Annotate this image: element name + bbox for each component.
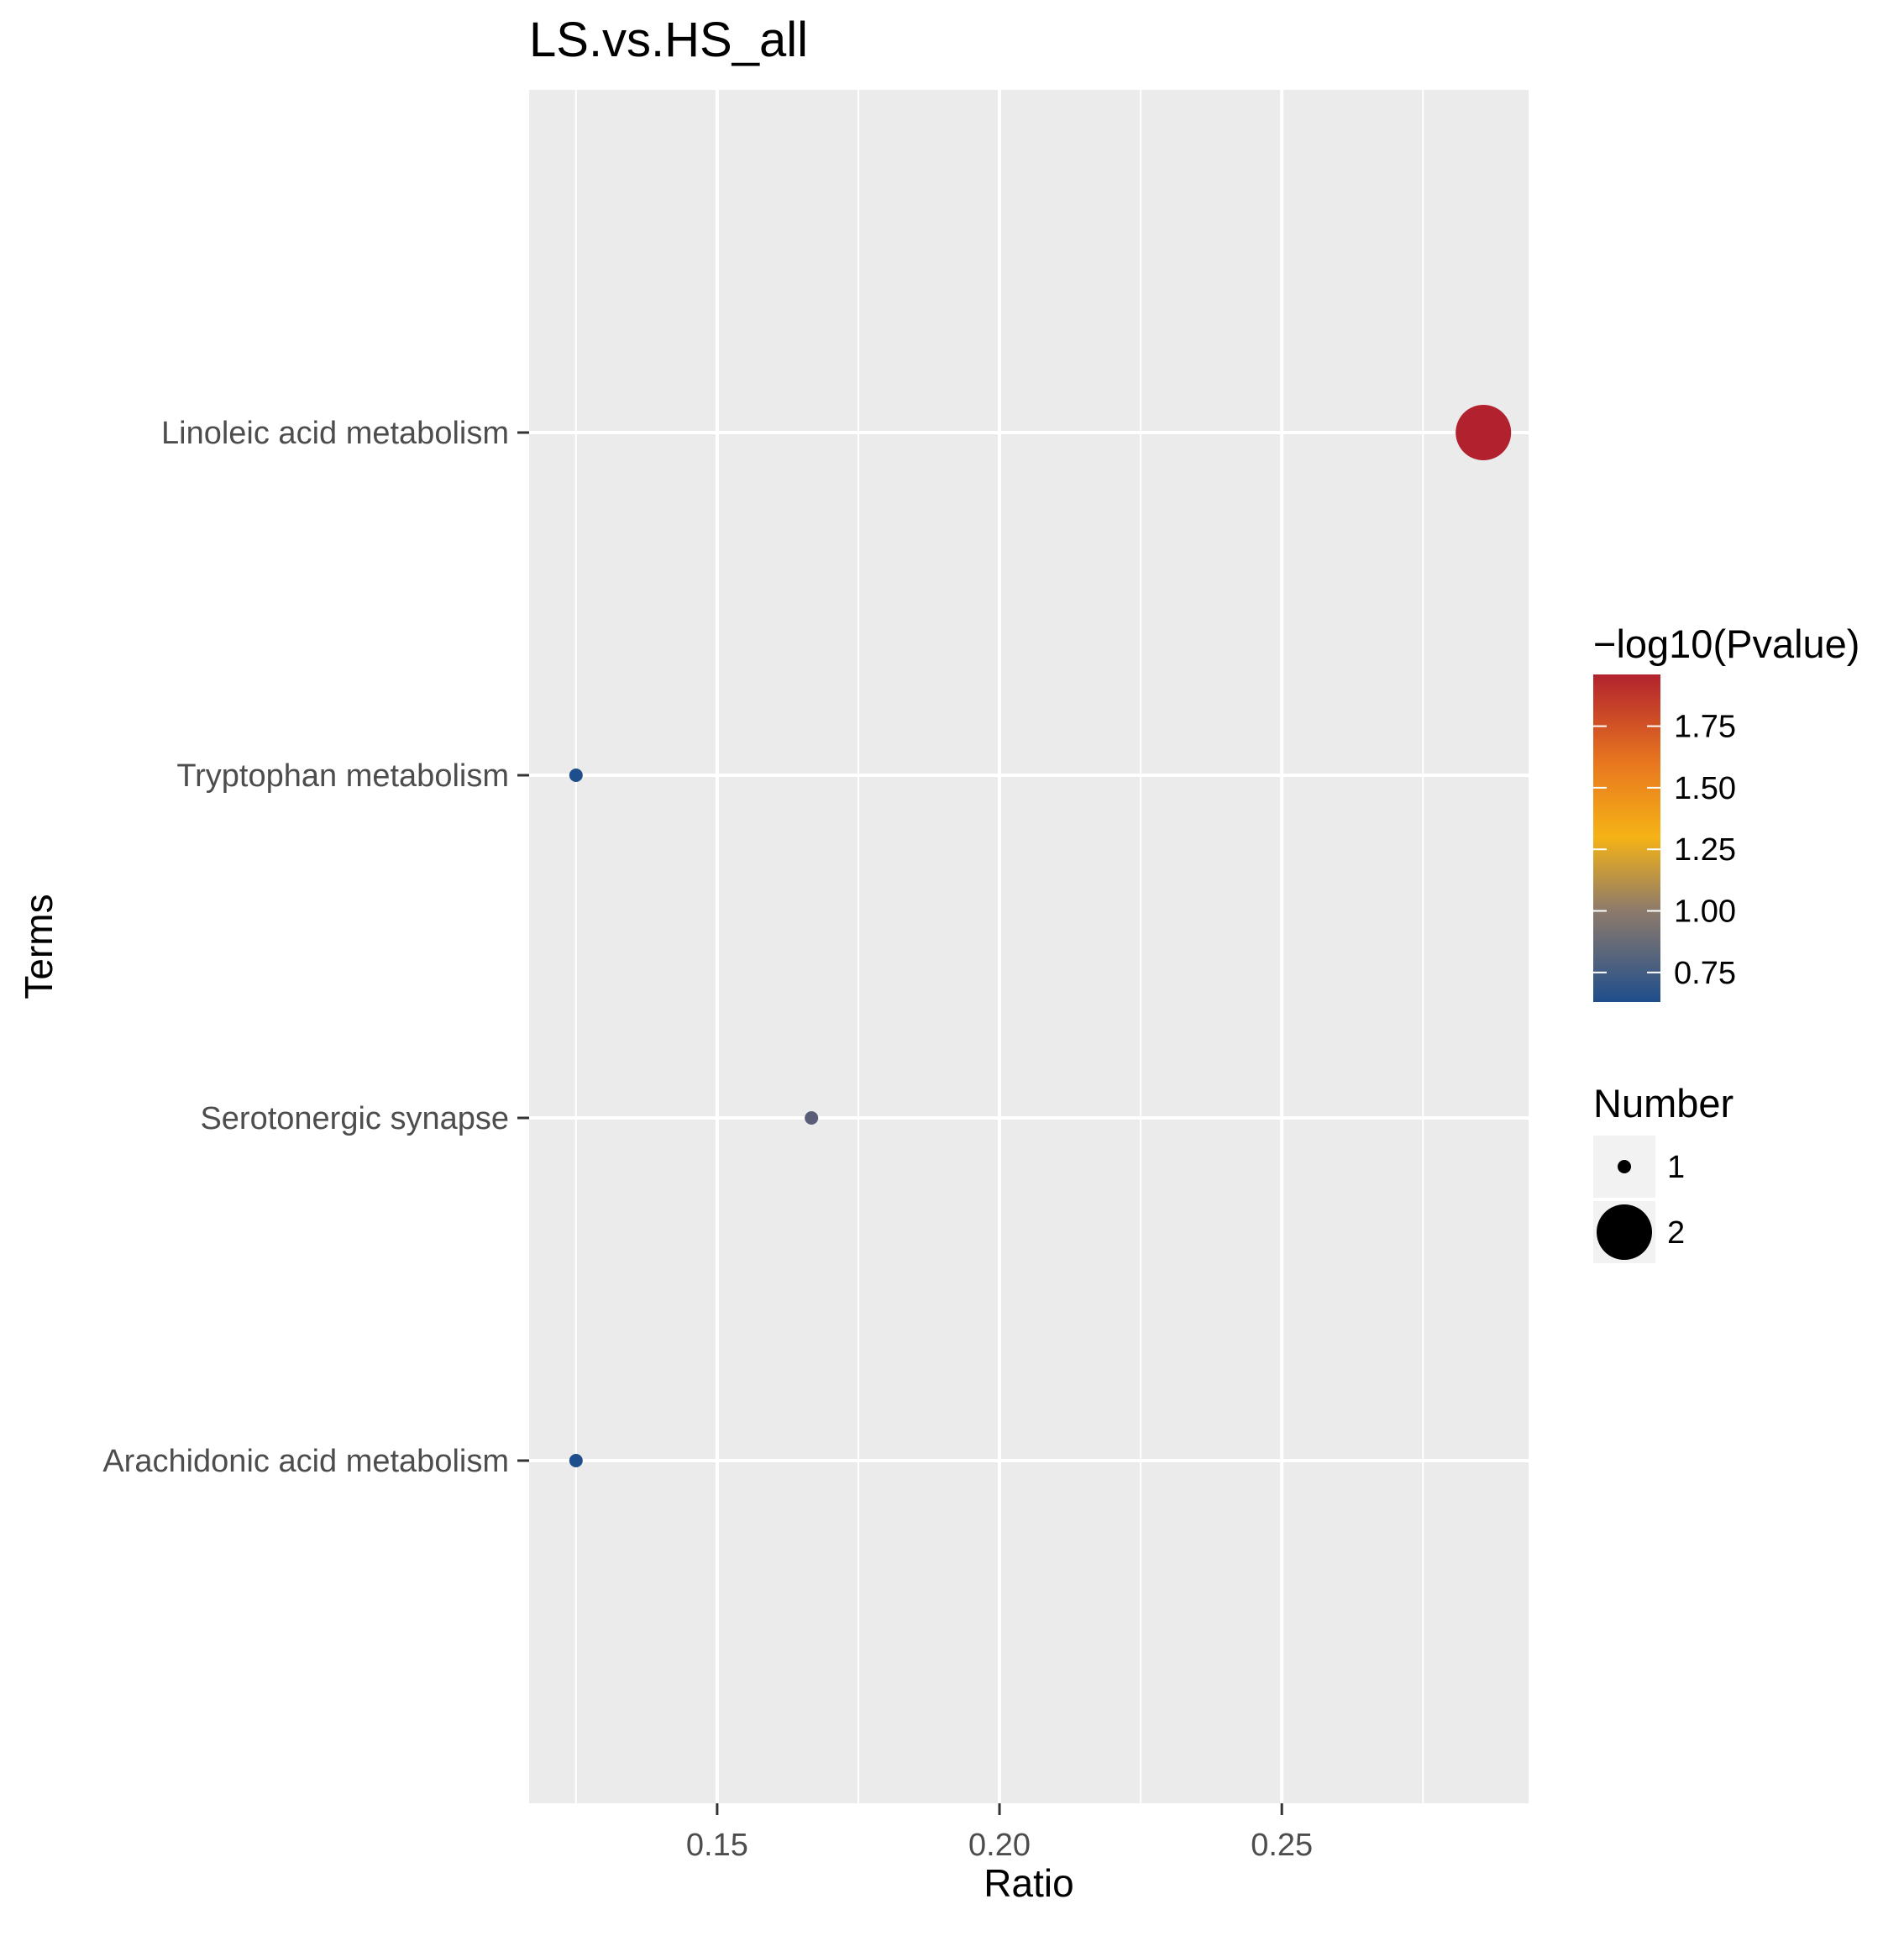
color-legend-title: −log10(Pvalue)	[1593, 622, 1859, 666]
color-bar	[1593, 674, 1660, 1002]
y-tick-label: Serotonergic synapse	[200, 1101, 509, 1136]
x-tick-label: 0.15	[686, 1828, 748, 1863]
y-axis: Linoleic acid metabolism Tryptophan metab…	[102, 416, 529, 1479]
size-legend: Number 12	[1593, 1081, 1734, 1263]
y-tick-label: Tryptophan metabolism	[176, 758, 509, 794]
points-layer	[569, 405, 1512, 1467]
data-point	[569, 1454, 583, 1467]
chart-title: LS.vs.HS_all	[529, 13, 808, 67]
color-legend-label: 1.75	[1674, 710, 1736, 745]
color-legend-label: 1.25	[1674, 832, 1736, 868]
y-axis-label: Terms	[17, 894, 60, 999]
data-point	[569, 769, 583, 782]
size-legend-keys: 12	[1593, 1136, 1685, 1263]
x-axis-label: Ratio	[983, 1861, 1073, 1905]
grid-layer	[529, 90, 1529, 1803]
plot-panel	[529, 90, 1529, 1803]
size-legend-label: 2	[1667, 1215, 1685, 1251]
color-legend-label: 1.00	[1674, 895, 1736, 930]
y-tick-label: Arachidonic acid metabolism	[102, 1444, 509, 1479]
x-tick-label: 0.20	[968, 1828, 1031, 1863]
data-point	[1456, 405, 1512, 460]
size-legend-label: 1	[1667, 1150, 1685, 1185]
color-legend-label: 0.75	[1674, 956, 1736, 991]
x-tick-label: 0.25	[1251, 1828, 1313, 1863]
size-legend-dot	[1618, 1160, 1631, 1173]
y-tick-label: Linoleic acid metabolism	[161, 416, 509, 451]
size-legend-title: Number	[1593, 1081, 1734, 1125]
size-legend-dot	[1597, 1204, 1652, 1260]
x-axis: 0.15 0.20 0.25	[686, 1803, 1313, 1863]
color-legend-label: 1.50	[1674, 771, 1736, 806]
data-point	[805, 1111, 819, 1125]
color-legend-ticks: 0.75 1.00 1.25 1.50 1.75	[1593, 710, 1736, 991]
color-legend: −log10(Pvalue) 0.75 1.00 1.25 1.50 1.75	[1593, 622, 1859, 1002]
